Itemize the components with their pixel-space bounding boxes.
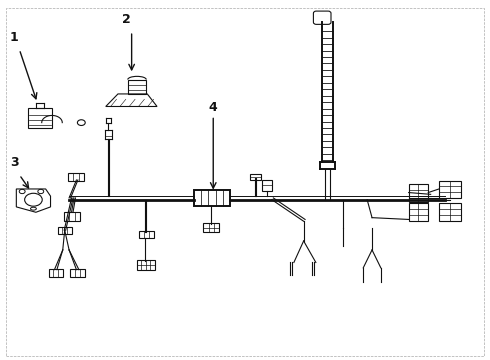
Bar: [194, 190, 230, 206]
Bar: [128, 80, 147, 94]
Text: 3: 3: [10, 156, 19, 169]
Bar: [137, 260, 155, 270]
Bar: [49, 269, 63, 277]
Bar: [262, 180, 272, 191]
Bar: [139, 231, 154, 238]
Bar: [64, 212, 80, 221]
Bar: [68, 173, 84, 181]
Bar: [58, 227, 72, 234]
Text: 2: 2: [122, 13, 131, 26]
Text: 4: 4: [209, 101, 218, 114]
Bar: [203, 224, 219, 232]
Bar: [439, 203, 461, 221]
Bar: [409, 184, 428, 202]
Bar: [70, 269, 85, 277]
Bar: [409, 203, 428, 221]
Bar: [250, 174, 261, 180]
Bar: [27, 108, 52, 128]
Bar: [439, 181, 461, 198]
Text: 1: 1: [10, 31, 19, 44]
